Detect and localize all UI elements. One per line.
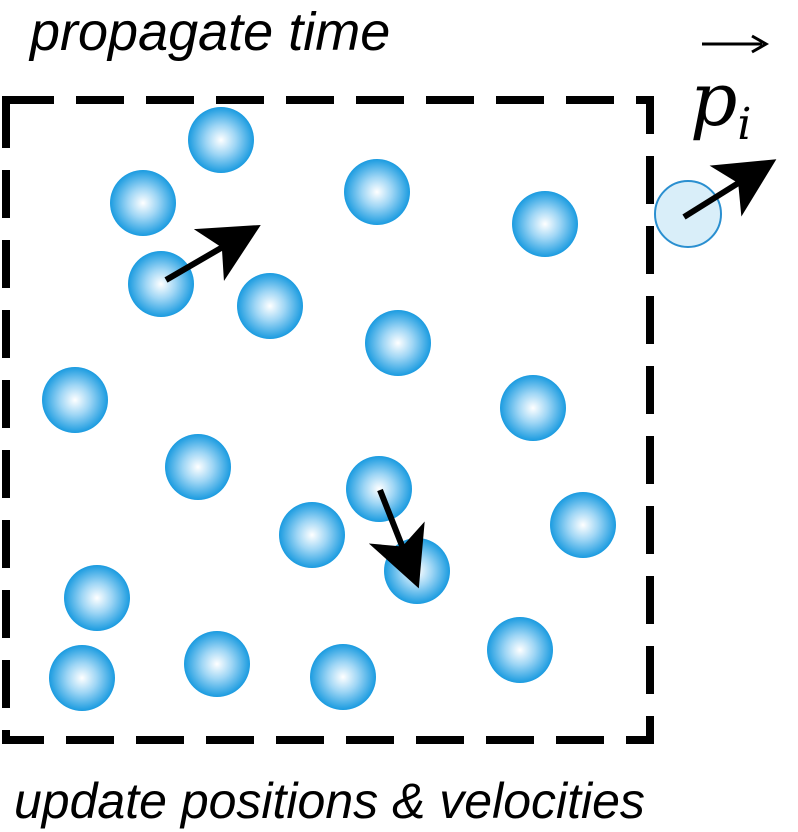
particle xyxy=(165,434,231,500)
particle xyxy=(237,273,303,339)
particle xyxy=(64,565,130,631)
momentum-arrow xyxy=(682,159,777,220)
vector-arrow-icon xyxy=(702,34,770,54)
particle xyxy=(500,375,566,441)
particle xyxy=(310,644,376,710)
particle xyxy=(487,617,553,683)
particle xyxy=(49,645,115,711)
particle xyxy=(365,310,431,376)
diagram-title: propagate time xyxy=(30,2,391,62)
momentum-label: pi xyxy=(690,60,751,165)
simulation-box xyxy=(2,96,654,744)
particle xyxy=(512,191,578,257)
particle xyxy=(110,170,176,236)
particle xyxy=(384,538,450,604)
particle xyxy=(188,107,254,173)
particle xyxy=(344,159,410,225)
particle xyxy=(42,367,108,433)
particle xyxy=(128,251,194,317)
velocity-arrows xyxy=(164,159,777,589)
particle xyxy=(184,631,250,697)
velocity-arrow xyxy=(164,224,261,283)
particle xyxy=(279,502,345,568)
momentum-subscript: i xyxy=(737,99,752,150)
diagram-footer: update positions & velocities xyxy=(14,773,645,829)
velocity-arrow xyxy=(368,488,425,589)
particles xyxy=(42,107,616,711)
particle xyxy=(346,456,412,522)
particle xyxy=(550,492,616,558)
momentum-symbol: p xyxy=(690,57,738,143)
